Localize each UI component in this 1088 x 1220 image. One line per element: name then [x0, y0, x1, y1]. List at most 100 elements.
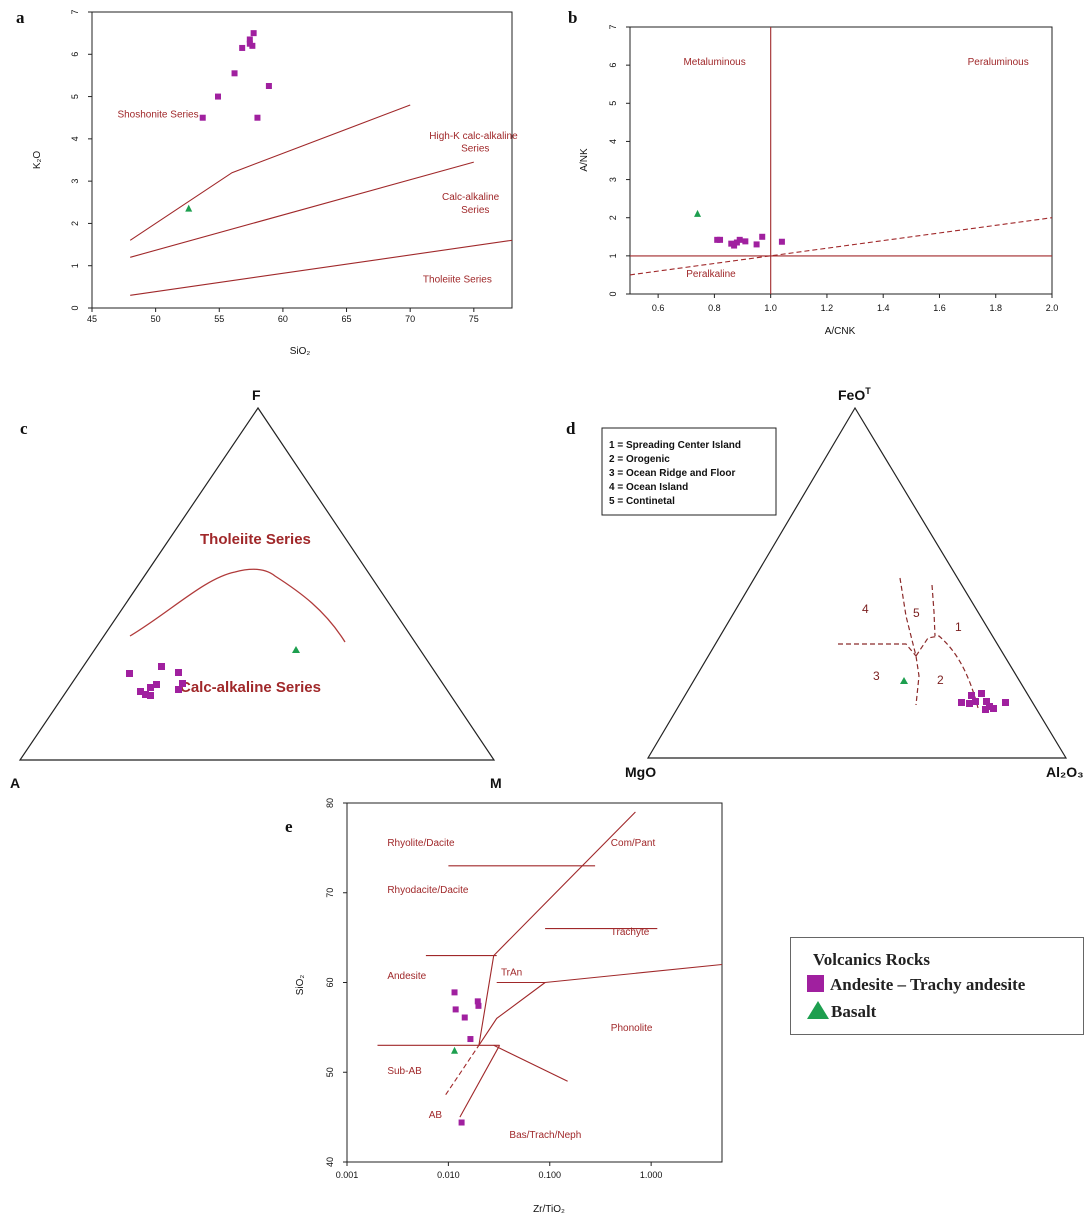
field-boundary-line [493, 1044, 568, 1082]
plot-frame [629, 26, 1053, 295]
field-label: Series [461, 205, 489, 216]
field-label: Series [461, 144, 489, 155]
field-label: Phonolite [611, 1023, 653, 1034]
region-label-3: 3 [873, 669, 880, 683]
vertex-label-a: A [10, 775, 20, 791]
data-point [968, 692, 975, 699]
y-tick-label: 40 [325, 1157, 335, 1167]
data-point [153, 681, 160, 688]
legend-label-basalt: Basalt [831, 1002, 877, 1021]
triangle-marker-icon [807, 1001, 829, 1019]
y-tick-label: 0 [608, 291, 618, 296]
region-label-2: 2 [937, 673, 944, 687]
data-point-andesite [246, 40, 253, 47]
y-tick-label: 1 [608, 253, 618, 258]
y-tick-label: 3 [70, 179, 80, 184]
x-tick-label: 0.100 [538, 1170, 561, 1180]
y-tick-label: 0 [70, 305, 80, 310]
field-label-calc-alkaline: Calc-alkaline Series [180, 679, 321, 696]
region-key-1: 1 = Spreading Center Island [609, 440, 741, 451]
data-point [958, 699, 965, 706]
field-label: Peralkaline [686, 269, 736, 280]
data-point [175, 669, 182, 676]
x-tick-label: 1.2 [821, 303, 834, 313]
y-tick-label: 70 [325, 888, 335, 898]
data-point-andesite [474, 998, 481, 1005]
field-label: Com/Pant [611, 838, 656, 849]
x-tick-label: 0.6 [652, 303, 665, 313]
data-point [137, 688, 144, 695]
x-axis-title: A/CNK [825, 326, 856, 337]
y-tick-label: 50 [325, 1067, 335, 1077]
plot-b-ank-acnk: 0.6 0.8 1.0 1.2 1.4 1.6 1.8 2.0 0 1 2 3 4 5 6 7 A/CNK A/N… [579, 24, 1058, 337]
data-point-andesite [265, 83, 272, 89]
y-tick-label: 80 [325, 798, 335, 808]
plot-d-feot-mgo-al2o3-ternary: FeOT MgO Al₂O₃ 1 = Spreading Center Isla… [601, 386, 1084, 780]
data-point-andesite [736, 236, 743, 243]
data-point-andesite [475, 1002, 482, 1009]
field-boundary-dashed [445, 1044, 480, 1096]
y-tick-label: 6 [70, 52, 80, 57]
field-label: High-K calc-alkaline [429, 131, 518, 142]
x-tick-label: 60 [278, 314, 288, 324]
legend-item-basalt: Basalt [807, 1001, 876, 1022]
vertex-label-mgo: MgO [625, 764, 656, 780]
data-point [175, 686, 182, 693]
field-label: Tholeiite Series [423, 275, 492, 286]
field-label: Trachyte [611, 927, 650, 938]
ternary-frame-c [18, 406, 496, 761]
data-point-basalt [900, 677, 908, 684]
region-key-box [601, 427, 777, 516]
field-label: Calc-alkaline [442, 192, 500, 203]
region-boundary [838, 643, 917, 657]
data-point-andesite [199, 114, 206, 121]
field-boundary-line [478, 982, 546, 1046]
data-point-andesite [778, 238, 785, 245]
panel-label-a: a [16, 8, 25, 27]
panel-label-e: e [285, 817, 293, 836]
field-label: Peraluminous [968, 57, 1029, 68]
region-boundary [899, 577, 920, 706]
y-tick-label: 60 [325, 977, 335, 987]
x-tick-label: 2.0 [1046, 303, 1059, 313]
field-label: Shoshonite Series [117, 110, 198, 121]
y-tick-label: 5 [70, 94, 80, 99]
data-point [978, 690, 985, 697]
x-tick-label: 50 [151, 314, 161, 324]
field-label: Rhyodacite/Dacite [387, 885, 469, 896]
data-point-basalt [292, 646, 300, 653]
region-key-2: 2 = Orogenic [609, 454, 670, 465]
data-point [147, 684, 154, 691]
data-point-andesite [451, 989, 458, 996]
field-label: Bas/Trach/Neph [509, 1130, 581, 1141]
field-label: Metaluminous [683, 57, 745, 68]
field-boundary-line [496, 963, 723, 984]
data-point [142, 691, 149, 698]
region-key-5: 5 = Continetal [609, 496, 675, 507]
legend-title: Volcanics Rocks [813, 950, 930, 969]
x-tick-label: 55 [214, 314, 224, 324]
x-tick-label: 1.4 [877, 303, 890, 313]
x-tick-label: 0.001 [336, 1170, 359, 1180]
field-boundary-line [459, 1045, 501, 1118]
y-tick-label: 2 [608, 215, 618, 220]
series-andesite-d [958, 690, 1009, 713]
data-point-andesite [246, 36, 253, 43]
data-point-basalt [185, 204, 193, 212]
data-point [966, 700, 973, 707]
data-point-andesite [254, 114, 261, 121]
panel-label-c: c [20, 419, 28, 438]
data-point [986, 703, 993, 710]
y-tick-label: 2 [70, 221, 80, 226]
data-point-andesite [759, 233, 766, 240]
field-label: Rhyolite/Dacite [387, 838, 455, 849]
data-point-andesite [452, 1006, 459, 1013]
x-axis-title: Zr/TiO₂ [533, 1204, 565, 1215]
data-point-andesite [717, 236, 724, 243]
x-tick-label: 1.0 [764, 303, 777, 313]
data-point-andesite [753, 241, 760, 248]
vertex-label-al2o3: Al₂O₃ [1046, 764, 1084, 780]
y-tick-label: 6 [608, 63, 618, 68]
x-tick-label: 1.6 [933, 303, 946, 313]
